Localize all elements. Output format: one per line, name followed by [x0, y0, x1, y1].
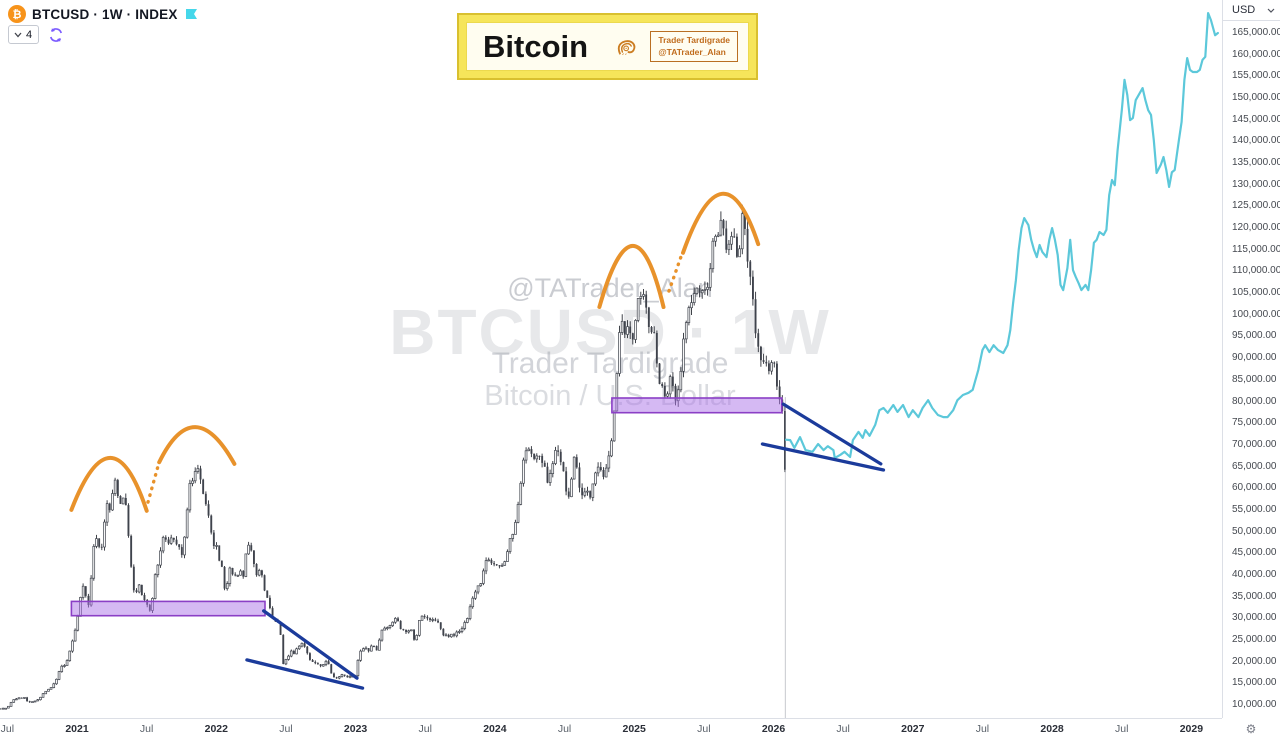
price-tick-label: 70,000.00 — [1232, 438, 1277, 450]
credit-line-2: @TATrader_Alan — [658, 46, 726, 57]
time-tick-label: 2026 — [761, 723, 786, 735]
time-tick-label: Jul — [418, 723, 432, 735]
price-tick-label: 150,000.00 — [1232, 92, 1280, 104]
title-banner-drawing[interactable]: Bitcoin Trader Tardigrade @TATrader_Alan — [457, 13, 758, 80]
time-tick-label: Jul — [697, 723, 711, 735]
price-tick-label: 115,000.00 — [1232, 243, 1280, 255]
price-tick-label: 80,000.00 — [1232, 395, 1277, 407]
time-tick-label: Jul — [0, 723, 15, 735]
price-tick-label: 130,000.00 — [1232, 178, 1280, 190]
indicator-count: 4 — [26, 28, 33, 41]
price-tick-label: 15,000.00 — [1232, 677, 1277, 689]
projection-line-drawing[interactable] — [784, 12, 1219, 459]
price-axis[interactable]: USD 165,000.00 160,000.00 155,000.00 150,00… — [1222, 0, 1280, 718]
time-tick-label: 2022 — [204, 723, 228, 735]
flag-icon[interactable] — [184, 7, 199, 22]
price-tick-label: 100,000.00 — [1232, 308, 1280, 320]
price-tick-label: 135,000.00 — [1232, 157, 1280, 169]
symbol-title[interactable]: BTCUSD · 1W · INDEX — [32, 6, 178, 22]
gear-icon[interactable]: ⚙ — [1245, 721, 1257, 736]
price-tick-label: 55,000.00 — [1232, 503, 1277, 515]
price-tick-label: 110,000.00 — [1232, 265, 1280, 277]
price-tick-label: 30,000.00 — [1232, 612, 1277, 624]
indicator-toolbar: 4 — [8, 25, 64, 44]
time-axis[interactable]: Jul 2021 Jul 2022 Jul 2023 Jul 2024 Jul 2025 Jul 20… — [0, 718, 1280, 739]
time-tick-label: Jul — [836, 723, 850, 735]
candlestick-series — [0, 204, 786, 710]
price-tick-label: 75,000.00 — [1232, 417, 1277, 429]
chart-canvas[interactable]: @TATrader_Alan BTCUSD · 1W Trader Tardig… — [0, 0, 1222, 718]
price-tick-label: 65,000.00 — [1232, 460, 1277, 472]
banner-credit-box: Trader Tardigrade @TATrader_Alan — [650, 30, 738, 63]
price-tick-label: 60,000.00 — [1232, 482, 1277, 494]
time-tick-label: 2025 — [622, 723, 646, 735]
banner-inner: Bitcoin Trader Tardigrade @TATrader_Alan — [466, 22, 749, 71]
sync-refresh-icon[interactable] — [48, 27, 64, 43]
price-tick-label: 40,000.00 — [1232, 568, 1277, 580]
time-tick-label: 2021 — [65, 723, 89, 735]
price-tick-label: 20,000.00 — [1232, 655, 1277, 667]
support-zone-drawings[interactable] — [70, 397, 783, 617]
dotted-connector-drawings[interactable] — [146, 253, 684, 504]
time-tick-label: 2024 — [483, 723, 507, 735]
price-tick-label: 140,000.00 — [1232, 135, 1280, 147]
price-tick-label: 25,000.00 — [1232, 633, 1277, 645]
price-tick-label: 10,000.00 — [1232, 699, 1277, 710]
time-tick-label: Jul — [279, 723, 293, 735]
price-tick-label: 85,000.00 — [1232, 373, 1277, 385]
watermark: @TATrader_Alan BTCUSD · 1W Trader Tardig… — [389, 273, 829, 412]
time-tick-label: Jul — [139, 723, 154, 735]
bitcoin-logo-icon: ₿ — [8, 5, 26, 23]
price-tick-label: 95,000.00 — [1232, 330, 1277, 342]
banner-title: Bitcoin — [483, 28, 589, 64]
price-tick-label: 125,000.00 — [1232, 200, 1280, 212]
time-tick-label: Jul — [975, 723, 990, 735]
price-tick-label: 50,000.00 — [1232, 525, 1277, 537]
axis-settings-corner: ⚙ — [1222, 718, 1280, 739]
trendline-drawings[interactable] — [245, 402, 886, 690]
time-tick-label: 2028 — [1040, 723, 1064, 735]
price-tick-label: 90,000.00 — [1232, 352, 1277, 364]
price-chart-plot[interactable]: @TATrader_Alan BTCUSD · 1W Trader Tardig… — [0, 0, 1222, 718]
symbol-header[interactable]: ₿ BTCUSD · 1W · INDEX — [8, 5, 199, 23]
watermark-author: Trader Tardigrade — [492, 347, 729, 380]
tardigrade-logo-icon — [617, 39, 636, 55]
time-tick-label: 2023 — [343, 723, 368, 735]
time-tick-label: 2029 — [1179, 723, 1204, 735]
price-tick-label: 160,000.00 — [1232, 48, 1280, 60]
price-tick-label: 145,000.00 — [1232, 113, 1280, 125]
arc-pattern-drawings[interactable] — [69, 191, 761, 513]
price-tick-label: 105,000.00 — [1232, 287, 1280, 299]
collapsed-indicators-button[interactable]: 4 — [8, 25, 40, 44]
time-tick-label: 2027 — [901, 723, 925, 735]
time-tick-label: Jul — [1115, 723, 1129, 735]
chevron-down-icon — [1267, 8, 1275, 13]
chevron-down-icon — [14, 32, 22, 37]
credit-line-1: Trader Tardigrade — [658, 34, 730, 45]
time-tick-label: Jul — [557, 723, 572, 735]
price-tick-label: 35,000.00 — [1232, 590, 1277, 602]
price-tick-label: 155,000.00 — [1232, 70, 1280, 82]
currency-label: USD — [1232, 4, 1256, 16]
price-tick-label: 165,000.00 — [1232, 27, 1280, 38]
currency-toggle[interactable]: USD — [1223, 0, 1280, 21]
price-tick-label: 120,000.00 — [1232, 222, 1280, 234]
price-tick-label: 45,000.00 — [1232, 547, 1277, 559]
